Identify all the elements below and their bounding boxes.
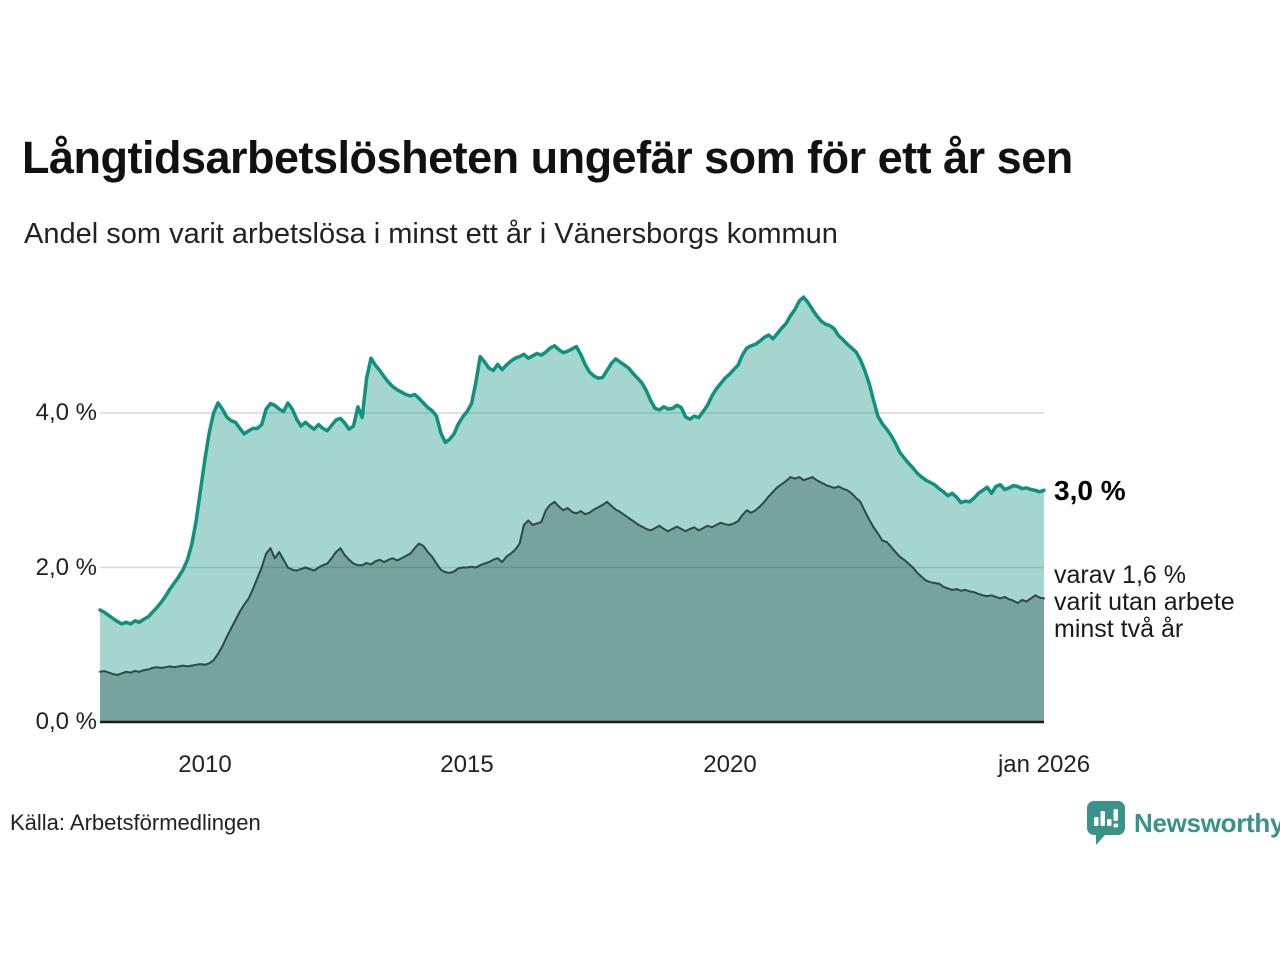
x-tick-jan-2026: jan 2026 <box>997 751 1091 778</box>
brand-name: Newsworthy <box>1134 807 1280 838</box>
y-tick-0: 0,0 % <box>35 708 97 735</box>
source-note: Källa: Arbetsförmedlingen <box>10 810 261 835</box>
page-subtitle: Andel som varit arbetslösa i minst ett å… <box>24 218 838 250</box>
x-tick-2010: 2010 <box>178 751 232 778</box>
x-tick-2015: 2015 <box>440 751 494 778</box>
y-tick-2: 2,0 % <box>35 554 97 581</box>
line-total-series <box>98 295 1046 626</box>
subset-annotation-line1: varav 1,6 % <box>1054 561 1187 589</box>
line-subset-series <box>99 476 1045 676</box>
subset-annotation-line3: minst två år <box>1054 615 1184 643</box>
y-tick-4: 4,0 % <box>35 399 97 426</box>
total-end-value-label: 3,0 % <box>1054 475 1126 506</box>
subset-annotation-line2: varit utan arbete <box>1054 588 1235 616</box>
area-subset-series <box>100 477 1044 722</box>
subset-end-annotation: varav 1,6 % varit utan arbete minst två … <box>1054 562 1235 643</box>
area-total-series <box>100 297 1044 722</box>
x-tick-2020: 2020 <box>703 751 757 778</box>
page-title: Långtidsarbetslösheten ungefär som för e… <box>22 132 1073 183</box>
newsworthy-logo-icon <box>1087 801 1125 845</box>
gridlines <box>100 412 1044 569</box>
brand-logo: Newsworthy <box>1086 799 1280 847</box>
